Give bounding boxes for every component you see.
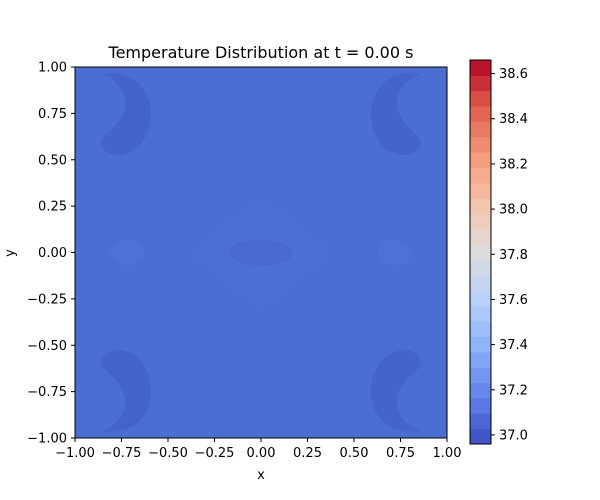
colorbar-band [470,382,491,399]
colorbar-tick-label: 38.2 [499,157,528,172]
colorbar-band [470,244,491,261]
y-tick-label: 0.50 [38,153,67,168]
colorbar-tick-label: 38.0 [499,203,528,218]
colorbar-band [470,213,491,230]
x-tick-label: −0.50 [148,446,188,461]
warm-spot-right [378,239,412,266]
x-tick-label: 0.00 [247,446,276,461]
colorbar-band [470,305,491,322]
colorbar-tick-label: 38.4 [499,112,528,127]
y-tick-label: −0.25 [27,292,67,307]
colorbar-band [470,228,491,245]
y-tick-label: −1.00 [27,432,67,447]
colorbar-band [470,351,491,368]
colorbar-tick-label: 37.8 [499,248,528,263]
colorbar-tick-label: 37.2 [499,383,528,398]
x-axis: −1.00 −0.75 −0.50 −0.25 0.00 0.25 0.50 0.75 1.00 [55,438,461,461]
x-tick-label: −0.75 [102,446,142,461]
colorbar-band [470,290,491,307]
x-tick-label: −0.25 [195,446,235,461]
heatmap-plot-area [74,66,448,439]
colorbar-band [470,60,491,76]
colorbar-band [470,136,491,153]
colorbar: 38.6 38.4 38.2 38.0 37.8 37.6 37.4 37.2 37.0 [469,59,528,445]
colorbar-tick-label: 37.0 [499,428,528,443]
colorbar-band [470,121,491,138]
colorbar-band [470,413,491,430]
colorbar-band [470,198,491,215]
cool-spot-center [229,239,293,266]
cool-spot-bottom-left [101,350,151,432]
y-axis-label: y [3,249,18,257]
colorbar-band [470,428,491,445]
x-tick-label: 0.75 [386,446,415,461]
x-tick-label: 0.50 [340,446,369,461]
y-tick-label: −0.75 [27,385,67,400]
colorbar-band [470,182,491,199]
x-tick-label: 0.25 [293,446,322,461]
colorbar-band [470,321,491,337]
colorbar-band [470,75,491,92]
colorbar-tick-label: 37.6 [499,293,528,308]
x-tick-label: −1.00 [55,446,95,461]
cool-spot-top-left [101,73,151,155]
colorbar-tick-label: 38.6 [499,67,528,82]
colorbar-band [470,152,491,169]
colorbar-tick-label: 37.4 [499,338,528,353]
colorbar-band [470,275,491,291]
warm-band-center [190,196,332,309]
colorbar-band [470,367,491,384]
colorbar-band [470,397,491,414]
colorbar-band [470,167,491,184]
colorbar-band [470,90,491,107]
y-tick-label: 0.00 [38,246,67,261]
y-tick-label: 0.75 [38,107,67,122]
x-tick-label: 1.00 [433,446,462,461]
y-axis: 1.00 0.75 0.50 0.25 0.00 −0.25 −0.50 −0.75 −1.00 [27,61,75,447]
y-tick-label: 0.25 [38,200,67,215]
colorbar-band [470,259,491,276]
colorbar-band [470,336,491,353]
cool-spot-bottom-right [371,350,421,432]
x-axis-label: x [257,468,265,483]
chart-title: Temperature Distribution at t = 0.00 s [108,43,414,62]
y-tick-label: 1.00 [38,61,67,76]
cool-spot-top-right [371,73,421,155]
y-tick-label: −0.50 [27,339,67,354]
warm-spot-left [110,239,144,266]
colorbar-band [470,106,491,122]
colorbar-frame [469,59,492,445]
